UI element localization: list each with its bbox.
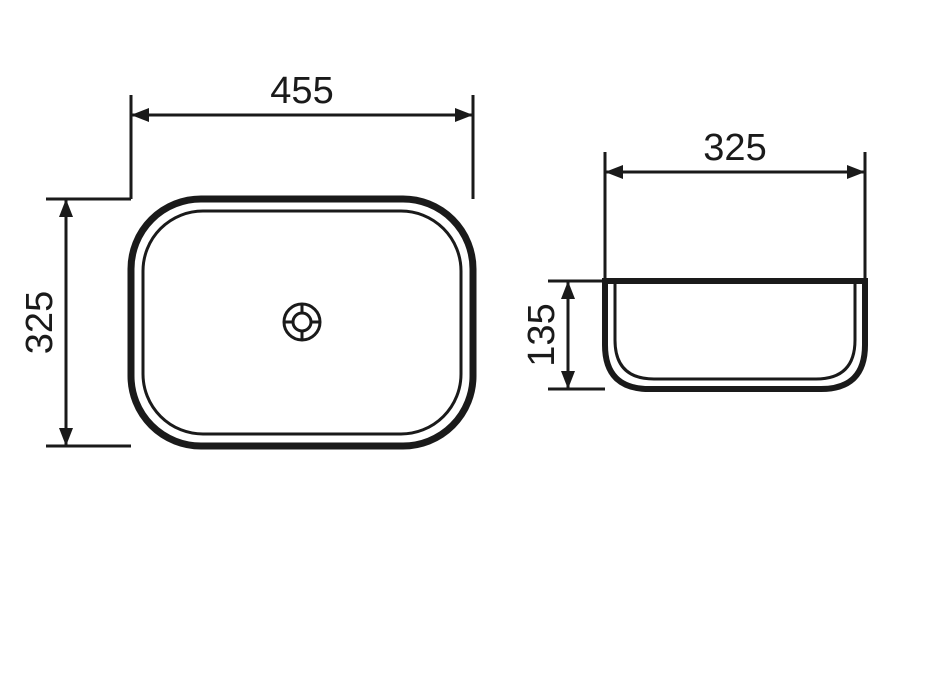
dimension-side-height-label: 135	[521, 303, 563, 366]
dimension-side-width-label: 325	[703, 127, 766, 169]
dimension-top-width-label: 455	[270, 70, 333, 112]
top-view-inner	[143, 211, 461, 434]
top-view-outer	[131, 199, 473, 446]
drain-inner-circle	[293, 313, 311, 331]
side-view-outer	[605, 281, 865, 389]
technical-drawing: 455 325 325 135	[0, 0, 928, 686]
side-view-inner	[615, 281, 855, 379]
dimension-side-width	[605, 152, 865, 281]
dimension-top-height-label: 325	[19, 291, 61, 354]
